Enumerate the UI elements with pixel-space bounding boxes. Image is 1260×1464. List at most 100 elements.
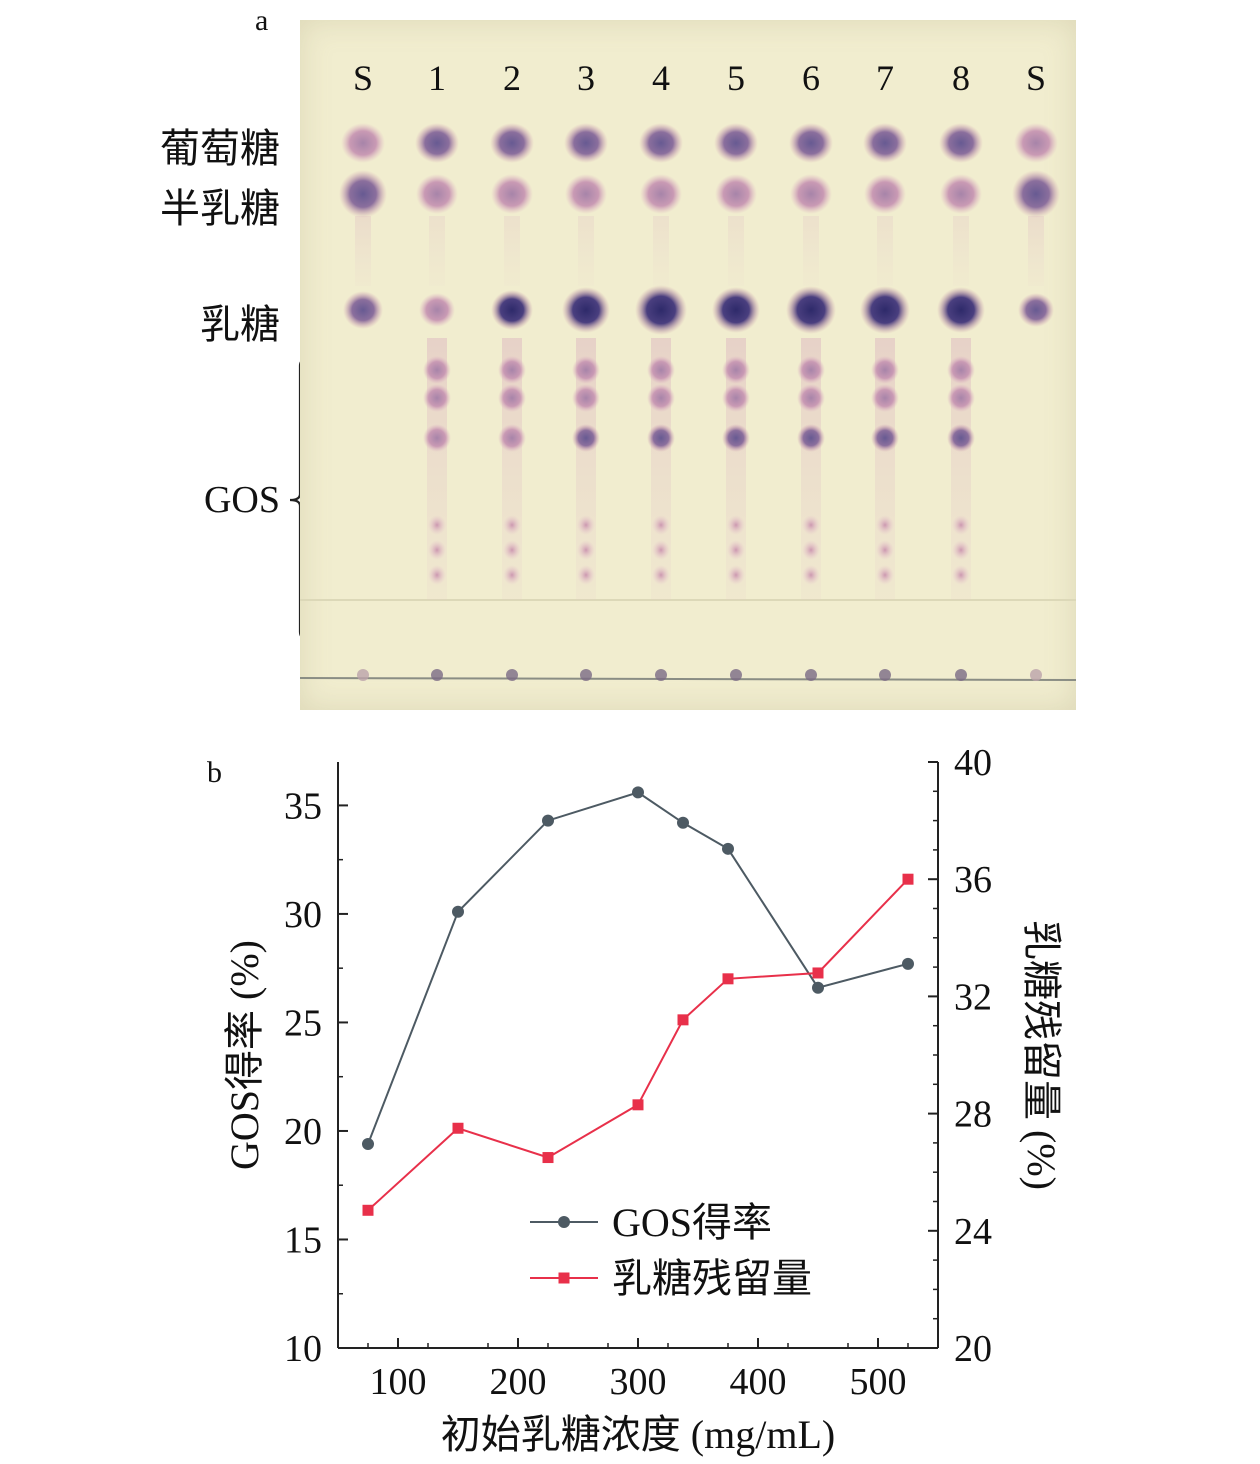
gos-spot: [797, 384, 825, 412]
gos-yield-point: [632, 786, 644, 799]
galactose-spot: [416, 174, 458, 214]
origin-spot: [655, 669, 667, 681]
origin-spot: [955, 669, 967, 681]
y-left-tick-label: 20: [284, 1111, 322, 1153]
gos-minor-spot: [577, 565, 595, 585]
lactose-residue-line: [367, 878, 909, 1212]
gos-minor-spot: [802, 515, 820, 535]
gos-spot: [647, 356, 675, 384]
origin-spot: [1030, 669, 1042, 681]
gos-spot: [423, 424, 451, 452]
y-right-tick-label: 40: [954, 742, 992, 784]
y-right-tick-label: 32: [954, 976, 992, 1018]
gos-minor-spot: [876, 515, 894, 535]
origin-spot: [879, 669, 891, 681]
lactose-residue-point: [812, 967, 824, 979]
lactose-spot: [491, 290, 533, 330]
lactose-residue-point: [542, 1152, 554, 1164]
lactose-label: 乳糖: [200, 302, 280, 347]
glucose-spot: [490, 123, 534, 163]
y-right-tick-label: 28: [954, 1094, 992, 1136]
gos-spot: [722, 424, 750, 452]
gos-spot: [423, 384, 451, 412]
legend-square-icon: [558, 1272, 570, 1284]
y-left-tick-label: 30: [284, 894, 322, 936]
y-right-axis-label: 乳糖残留量 (%): [1019, 920, 1064, 1190]
gos-yield-point: [902, 957, 914, 970]
y-left-tick-label: 35: [284, 785, 322, 827]
lactose-residue-point: [362, 1204, 374, 1216]
x-tick-label: 100: [370, 1361, 427, 1403]
x-tick-label: 500: [850, 1361, 907, 1403]
lane-label: S: [353, 58, 373, 98]
legend-entry: 乳糖残留量: [612, 1256, 812, 1301]
gos-minor-spot: [727, 565, 745, 585]
galactose-spot: [491, 174, 533, 214]
gos-minor-spot: [503, 515, 521, 535]
origin-spot: [431, 669, 443, 681]
galactose-spot: [1012, 170, 1060, 218]
gos-yield-line: [367, 791, 909, 1145]
gos-minor-spot: [876, 565, 894, 585]
gos-spot: [797, 424, 825, 452]
lactose-spot: [1018, 293, 1054, 327]
gos-minor-spot: [428, 540, 446, 560]
origin-spot: [730, 669, 742, 681]
gos-yield-point: [722, 842, 734, 855]
lane-label: 7: [876, 58, 894, 98]
lactose-residue-point: [632, 1099, 644, 1111]
glucose-spot: [341, 123, 385, 163]
gos-spot: [947, 424, 975, 452]
spot-tail: [877, 216, 893, 286]
legend-entry: GOS得率: [612, 1200, 772, 1245]
glucose-spot: [639, 123, 683, 163]
spot-tail: [355, 216, 371, 286]
glucose-spot: [939, 123, 983, 163]
gos-minor-spot: [428, 515, 446, 535]
gos-minor-spot: [952, 515, 970, 535]
gos-spot: [572, 356, 600, 384]
tlc-plate-drawing: S 1 2 3 4 5 6 7 8 S: [300, 58, 1076, 681]
gos-spot: [647, 384, 675, 412]
y-right-tick-label: 20: [954, 1328, 992, 1370]
chart-series: [362, 786, 914, 1216]
y-right-tick-label: 24: [954, 1211, 992, 1253]
spot-tail: [653, 216, 669, 286]
glucose-spot: [714, 123, 758, 163]
lane-label: 2: [503, 58, 521, 98]
gos-spot: [871, 356, 899, 384]
spot-tail: [728, 216, 744, 286]
y-left-axis-label: GOS得率 (%): [222, 940, 267, 1170]
gos-spot: [572, 424, 600, 452]
gos-minor-spot: [952, 540, 970, 560]
lane-label: S: [1026, 58, 1046, 98]
gos-yield-point: [452, 905, 464, 918]
galactose-spot: [565, 174, 607, 214]
spot-tail: [1028, 216, 1044, 286]
gos-spot: [423, 356, 451, 384]
spot-tail: [953, 216, 969, 286]
galactose-spot: [640, 174, 682, 214]
panel-a-label: a: [255, 4, 269, 37]
gos-yield-point: [812, 981, 824, 994]
lactose-residue-point: [677, 1014, 689, 1026]
glucose-label: 葡萄糖: [160, 126, 280, 171]
lactose-residue-point: [902, 873, 914, 885]
origin-spot: [580, 669, 592, 681]
lane-labels: S 1 2 3 4 5 6 7 8 S: [353, 58, 1046, 98]
y-left-tick-label: 15: [284, 1219, 322, 1261]
gos-spot: [498, 424, 526, 452]
gos-minor-spot: [503, 565, 521, 585]
gos-minor-spot: [577, 540, 595, 560]
y-left-tick-label: 10: [284, 1328, 322, 1370]
gos-yield-point: [362, 1137, 374, 1150]
gos-minor-spot: [652, 540, 670, 560]
x-tick-label: 200: [490, 1361, 547, 1403]
lactose-spot: [562, 287, 610, 333]
galactose-spot: [940, 174, 982, 214]
glucose-spot: [863, 123, 907, 163]
gos-minor-spot: [727, 515, 745, 535]
chart-axes: 100 200 300 400 500 10 15 20 25 30 35 20 24 28 32 36 40 初…: [222, 742, 1064, 1457]
gos-spot: [498, 356, 526, 384]
gos-spot: [722, 384, 750, 412]
